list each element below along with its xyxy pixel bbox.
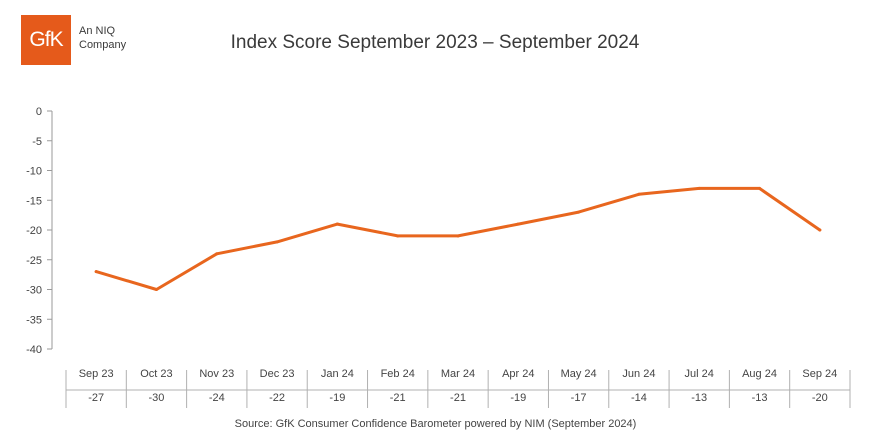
logo-tagline: An NIQ Company	[79, 24, 126, 52]
x-tick-label: Nov 23	[199, 368, 234, 380]
x-tick-label: May 24	[561, 368, 597, 380]
data-point	[215, 252, 219, 256]
data-point	[637, 192, 641, 196]
data-label: -17	[571, 392, 587, 404]
data-point	[396, 234, 400, 238]
data-point	[275, 240, 279, 244]
series-line	[94, 186, 822, 291]
x-tick-label: Dec 23	[260, 368, 295, 380]
data-label: -21	[390, 392, 406, 404]
y-tick-label: -30	[26, 285, 42, 297]
data-label: -20	[812, 392, 828, 404]
data-point	[818, 228, 822, 232]
y-tick-label: -25	[26, 255, 42, 267]
y-tick-label: -40	[26, 344, 42, 356]
y-tick-label: -5	[32, 136, 42, 148]
x-tick-label: Jul 24	[685, 368, 714, 380]
x-tick-label: Oct 23	[140, 368, 172, 380]
data-point	[335, 222, 339, 226]
x-tick-label: Sep 24	[802, 368, 837, 380]
y-tick-label: -35	[26, 314, 42, 326]
data-label: -30	[149, 392, 165, 404]
x-tick-label: Feb 24	[381, 368, 415, 380]
data-point	[758, 186, 762, 190]
source-note: Source: GfK Consumer Confidence Baromete…	[234, 418, 637, 430]
data-label: -19	[329, 392, 345, 404]
x-tick-label: Apr 24	[502, 368, 534, 380]
y-tick-label: -15	[26, 195, 42, 207]
data-label: -14	[631, 392, 647, 404]
data-label: -27	[88, 392, 104, 404]
x-tick-label: Jan 24	[321, 368, 354, 380]
logo-tagline-line1: An NIQ	[79, 25, 116, 37]
y-tick-label: -20	[26, 225, 42, 237]
data-label: -13	[691, 392, 707, 404]
x-tick-label: Sep 23	[79, 368, 114, 380]
data-point	[456, 234, 460, 238]
chart-title: Index Score September 2023 – September 2…	[230, 32, 640, 53]
data-point	[154, 288, 158, 291]
y-tick-label: -10	[26, 166, 42, 178]
data-point	[94, 270, 98, 274]
data-point	[697, 186, 701, 190]
gfk-logo: GfK	[21, 15, 71, 65]
data-label: -22	[269, 392, 285, 404]
data-label: -13	[752, 392, 768, 404]
x-tick-label: Aug 24	[742, 368, 777, 380]
logo-tagline-line2: Company	[79, 39, 127, 51]
y-tick-label: 0	[36, 106, 42, 118]
data-label: -19	[510, 392, 526, 404]
data-label: -24	[209, 392, 225, 404]
x-tick-label: Mar 24	[441, 368, 475, 380]
x-tick-label: Jun 24	[622, 368, 655, 380]
data-point	[516, 222, 520, 226]
data-point	[577, 210, 581, 214]
gfk-logo-mark: GfK	[29, 28, 63, 51]
data-label: -21	[450, 392, 466, 404]
